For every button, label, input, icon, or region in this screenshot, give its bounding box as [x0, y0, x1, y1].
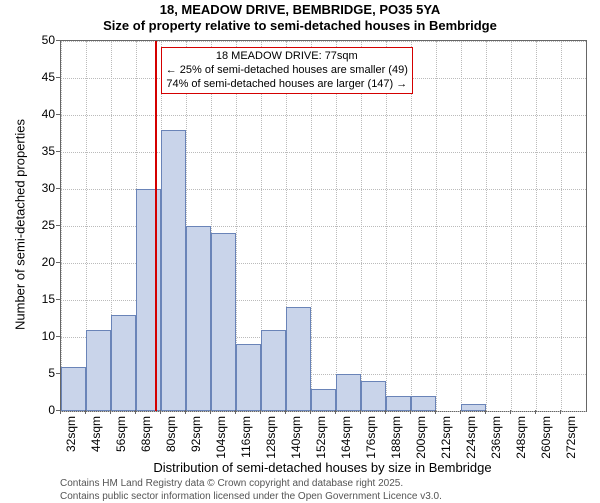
grid-line-h: [61, 41, 586, 42]
histogram-bar: [361, 381, 386, 411]
x-tick-label: 140sqm: [289, 416, 303, 460]
y-tick-label: 40: [30, 107, 55, 121]
annotation-line: 74% of semi-detached houses are larger (…: [166, 78, 408, 92]
grid-line-h: [61, 411, 586, 412]
x-tick-label: 116sqm: [239, 416, 253, 460]
chart-footer: Contains HM Land Registry data © Crown c…: [60, 478, 442, 503]
grid-line-h: [61, 115, 586, 116]
grid-line-v: [336, 41, 337, 411]
histogram-bar: [186, 226, 211, 411]
y-tick-label: 35: [30, 144, 55, 158]
y-tick-label: 15: [30, 292, 55, 306]
plot-area: 18 MEADOW DRIVE: 77sqm← 25% of semi-deta…: [60, 40, 587, 412]
grid-line-v: [411, 41, 412, 411]
y-tick-label: 30: [30, 181, 55, 195]
footer-line2: Contains public sector information licen…: [60, 491, 442, 503]
histogram-bar: [61, 367, 86, 411]
y-axis-label: Number of semi-detached properties: [13, 110, 28, 340]
grid-line-v: [436, 41, 437, 411]
histogram-bar: [236, 344, 261, 411]
histogram-bar: [286, 307, 311, 411]
x-tick-label: 80sqm: [164, 416, 178, 460]
histogram-bar: [411, 396, 436, 411]
grid-line-v: [536, 41, 537, 411]
y-tick-label: 5: [30, 366, 55, 380]
grid-line-v: [561, 41, 562, 411]
histogram-bar: [311, 389, 336, 411]
histogram-bar: [86, 330, 111, 411]
histogram-bar: [161, 130, 186, 411]
grid-line-v: [61, 41, 62, 411]
grid-line-v: [461, 41, 462, 411]
histogram-bar: [261, 330, 286, 411]
x-tick-label: 104sqm: [214, 416, 228, 460]
x-tick-label: 32sqm: [64, 416, 78, 460]
y-tick-label: 0: [30, 403, 55, 417]
grid-line-v: [486, 41, 487, 411]
x-tick-label: 260sqm: [539, 416, 553, 460]
annotation-box: 18 MEADOW DRIVE: 77sqm← 25% of semi-deta…: [161, 47, 413, 94]
x-tick-label: 128sqm: [264, 416, 278, 460]
footer-line1: Contains HM Land Registry data © Crown c…: [60, 478, 442, 491]
grid-line-v: [361, 41, 362, 411]
x-tick-label: 164sqm: [339, 416, 353, 460]
x-tick-label: 188sqm: [389, 416, 403, 460]
histogram-bar: [111, 315, 136, 411]
x-tick-label: 152sqm: [314, 416, 328, 460]
marker-line: [155, 41, 157, 411]
histogram-bar: [211, 233, 236, 411]
annotation-line: ← 25% of semi-detached houses are smalle…: [166, 64, 408, 78]
chart-title-sub: Size of property relative to semi-detach…: [0, 18, 600, 33]
grid-line-h: [61, 152, 586, 153]
x-axis-label: Distribution of semi-detached houses by …: [60, 460, 585, 475]
y-tick-label: 25: [30, 218, 55, 232]
x-tick-label: 92sqm: [189, 416, 203, 460]
x-tick-label: 248sqm: [514, 416, 528, 460]
x-tick-label: 272sqm: [564, 416, 578, 460]
y-tick-label: 50: [30, 33, 55, 47]
grid-line-v: [386, 41, 387, 411]
y-tick-label: 20: [30, 255, 55, 269]
y-tick-label: 10: [30, 329, 55, 343]
y-tick-label: 45: [30, 70, 55, 84]
chart-title-main: 18, MEADOW DRIVE, BEMBRIDGE, PO35 5YA: [0, 2, 600, 17]
x-tick-label: 212sqm: [439, 416, 453, 460]
histogram-bar: [336, 374, 361, 411]
x-tick-label: 200sqm: [414, 416, 428, 460]
x-tick-label: 176sqm: [364, 416, 378, 460]
x-tick-label: 224sqm: [464, 416, 478, 460]
histogram-bar: [461, 404, 486, 411]
histogram-bar: [386, 396, 411, 411]
annotation-line: 18 MEADOW DRIVE: 77sqm: [166, 50, 408, 64]
x-tick-label: 68sqm: [139, 416, 153, 460]
histogram-bar: [136, 189, 161, 411]
grid-line-v: [311, 41, 312, 411]
x-tick-label: 236sqm: [489, 416, 503, 460]
x-tick-label: 56sqm: [114, 416, 128, 460]
grid-line-v: [511, 41, 512, 411]
x-tick-label: 44sqm: [89, 416, 103, 460]
